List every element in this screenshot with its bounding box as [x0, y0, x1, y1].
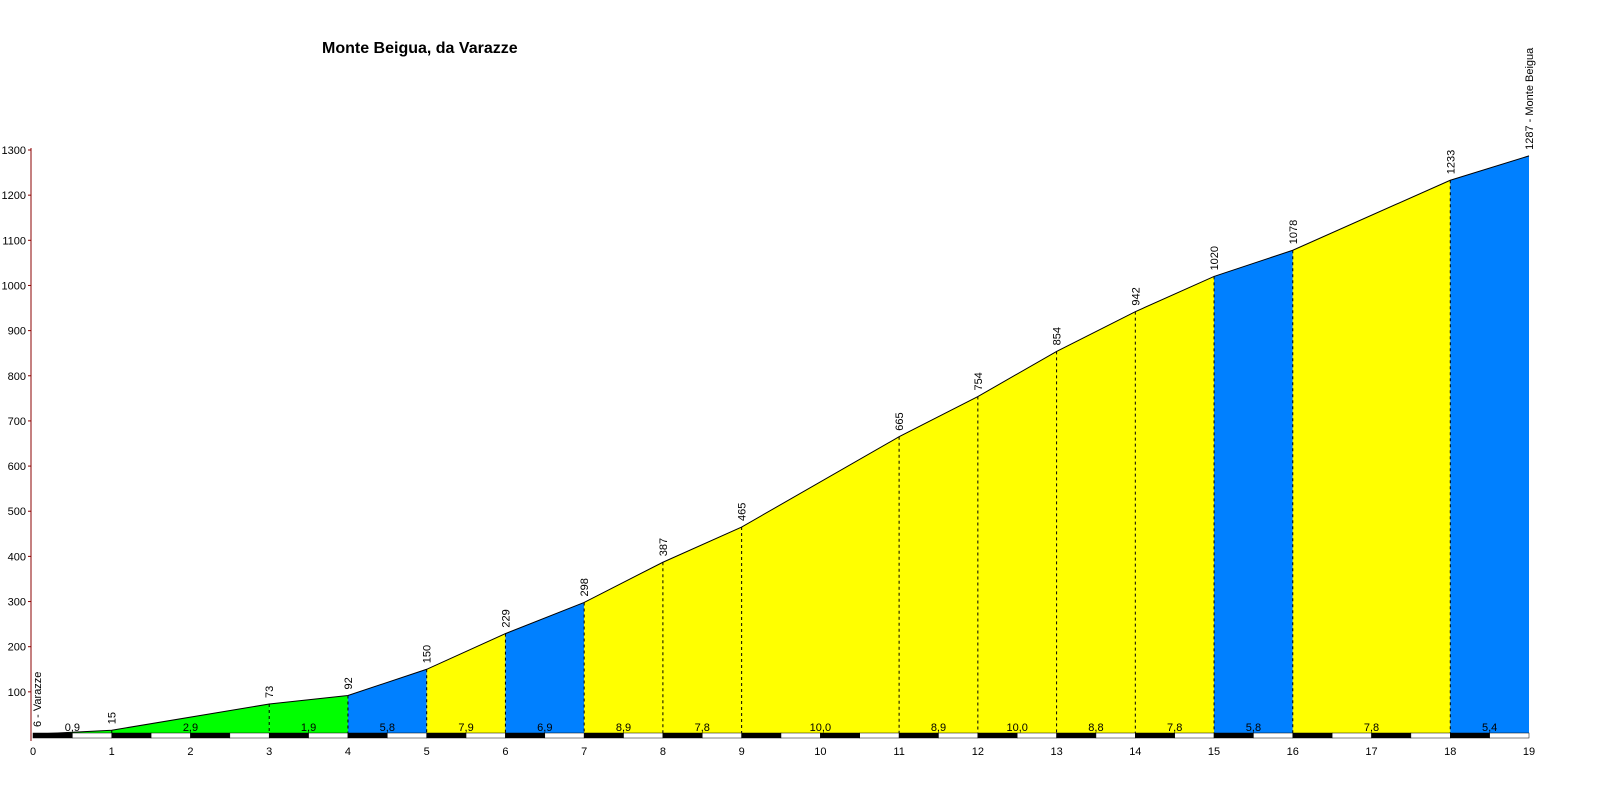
gradient-label: 7,8: [1167, 722, 1182, 734]
x-tick-label: 1: [109, 746, 115, 758]
elevation-label: 387: [658, 538, 670, 556]
segment-fill: [1056, 311, 1136, 737]
y-tick-label: 1200: [2, 190, 26, 202]
y-tick-label: 1100: [2, 235, 26, 247]
x-tick-label: 17: [1365, 746, 1377, 758]
scale-band: [229, 732, 270, 739]
x-tick-label: 6: [502, 746, 508, 758]
gradient-label: 10,0: [810, 722, 831, 734]
scale-band: [1489, 732, 1530, 739]
gradient-label: 6,9: [537, 722, 552, 734]
scale-band: [741, 732, 782, 739]
elevation-label: 6 - Varazze: [32, 672, 44, 727]
scale-band: [111, 732, 152, 739]
x-tick-label: 11: [893, 746, 904, 758]
y-tick-label: 300: [8, 597, 26, 609]
gradient-label: 8,9: [931, 722, 946, 734]
segment-fill: [1292, 180, 1451, 738]
axes: 1002003004005006007008009001000110012001…: [2, 145, 1536, 758]
x-tick-label: 0: [30, 746, 36, 758]
segment-fill: [977, 351, 1057, 737]
segment-fill: [1450, 155, 1529, 737]
x-tick-label: 3: [266, 746, 272, 758]
elevation-label: 15: [107, 712, 119, 724]
x-tick-label: 13: [1050, 746, 1062, 758]
segment-dividers: [111, 180, 1451, 737]
y-tick-label: 100: [8, 687, 26, 699]
scale-band: [859, 732, 900, 739]
segment-fill: [1214, 250, 1293, 738]
profile-line: [32, 155, 1530, 735]
gradient-label: 5,8: [1246, 722, 1261, 734]
x-tick-label: 18: [1444, 746, 1456, 758]
x-tick-label: 8: [660, 746, 666, 758]
elevation-label: 150: [422, 645, 434, 663]
elevation-label: 665: [894, 412, 906, 430]
x-tick-label: 4: [345, 746, 351, 758]
elevation-label: 1078: [1288, 220, 1300, 244]
segment-fill: [269, 695, 348, 737]
x-tick-label: 10: [814, 746, 826, 758]
elevation-label: 73: [264, 686, 276, 698]
x-tick-label: 9: [739, 746, 745, 758]
scale-band: [1292, 732, 1333, 739]
gradient-label: 7,8: [695, 722, 710, 734]
segment-fill: [584, 562, 663, 737]
x-tick-label: 14: [1129, 746, 1141, 758]
profile-line-group: [32, 155, 1530, 735]
x-tick-label: 2: [187, 746, 193, 758]
elevation-label: 1020: [1209, 246, 1221, 270]
segment-fill: [899, 396, 978, 737]
gradient-label: 2,9: [183, 722, 198, 734]
elevation-label: 229: [500, 609, 512, 627]
y-tick-label: 600: [8, 461, 26, 473]
y-tick-label: 200: [8, 642, 26, 654]
scale-band: [1410, 732, 1451, 739]
x-tick-label: 15: [1208, 746, 1220, 758]
segment-fill: [347, 669, 427, 737]
y-tick-label: 900: [8, 326, 26, 338]
elevation-label: 1287 - Monte Beigua: [1524, 47, 1536, 150]
segment-fill: [1135, 276, 1215, 737]
gradient-label: 8,8: [1088, 722, 1103, 734]
segment-fill: [741, 436, 900, 737]
segment-fills: [33, 155, 1529, 738]
gradient-label: 1,9: [301, 722, 316, 734]
x-tick-label: 7: [581, 746, 587, 758]
elevation-label: 754: [973, 372, 985, 390]
data-labels: 0,9 2,9 1,9 5,8 7,9 6,9 8,9 7,8 10,0 8,9 10,0 8,8 7,…: [32, 47, 1536, 734]
elevation-label: 942: [1130, 287, 1142, 305]
segment-fill: [505, 602, 585, 737]
y-tick-label: 500: [8, 506, 26, 518]
elevation-label: 92: [343, 677, 355, 689]
x-tick-label: 5: [424, 746, 430, 758]
gradient-label: 7,8: [1364, 722, 1379, 734]
gradient-label: 8,9: [616, 722, 631, 734]
chart-title: Monte Beigua, da Varazze: [322, 40, 518, 57]
gradient-label: 7,9: [458, 722, 473, 734]
x-tick-label: 16: [1287, 746, 1299, 758]
y-tick-label: 400: [8, 551, 26, 563]
segment-fill: [662, 527, 742, 737]
y-tick-label: 700: [8, 416, 26, 428]
segment-fill: [111, 704, 270, 737]
gradient-label: 5,4: [1482, 722, 1497, 734]
y-tick-label: 1000: [2, 280, 26, 292]
elevation-label: 298: [579, 578, 591, 596]
elevation-label: 1233: [1445, 150, 1457, 174]
km-scale-bar: [32, 732, 1530, 739]
segment-fill: [426, 633, 506, 737]
y-tick-label: 800: [8, 371, 26, 383]
gradient-label: 5,8: [380, 722, 395, 734]
elevation-label: 465: [737, 503, 749, 521]
x-tick-label: 19: [1523, 746, 1535, 758]
y-tick-label: 1300: [2, 145, 26, 157]
gradient-label: 10,0: [1006, 722, 1027, 734]
x-tick-label: 12: [972, 746, 984, 758]
elevation-label: 854: [1052, 327, 1064, 345]
gradient-label: 0,9: [65, 722, 80, 734]
